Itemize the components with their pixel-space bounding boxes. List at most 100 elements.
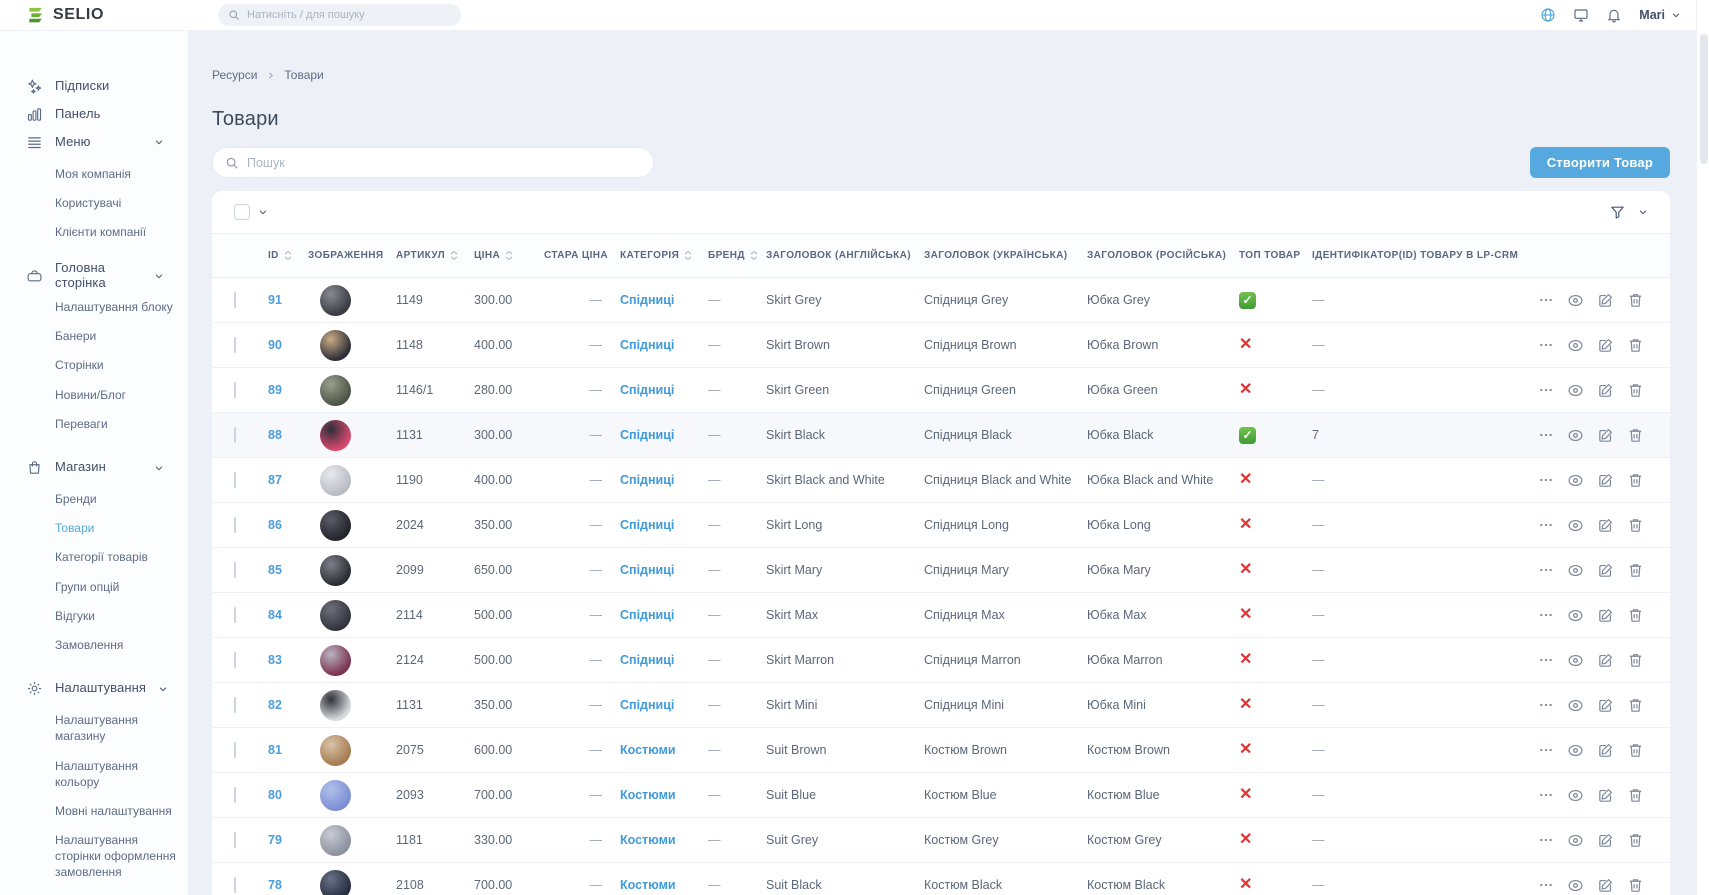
product-image[interactable] [320,419,351,451]
product-id-link[interactable]: 87 [268,473,282,487]
product-image[interactable] [320,464,351,496]
sidebar-subitem[interactable]: Налаштування блоку [55,300,173,315]
sidebar-item[interactable]: Налаштування [26,674,178,704]
view-icon[interactable] [1567,292,1584,309]
product-image[interactable] [320,374,351,406]
product-category-link[interactable]: Спідниці [620,428,675,442]
product-image[interactable] [320,644,351,676]
select-all-checkbox[interactable] [234,204,250,220]
product-image[interactable] [320,284,351,316]
sort-icon[interactable] [750,250,758,261]
view-icon[interactable] [1567,382,1584,399]
sidebar-subitem[interactable]: Відгуки [55,608,96,623]
scrollbar-thumb[interactable] [1699,34,1708,164]
more-actions-icon[interactable] [1538,292,1554,308]
more-actions-icon[interactable] [1538,652,1554,668]
sidebar-subitem[interactable]: Бренди [55,492,97,506]
product-category-link[interactable]: Спідниці [620,563,675,577]
delete-icon[interactable] [1627,562,1644,579]
sidebar-subitem[interactable]: Налаштування кольору [55,758,138,789]
products-search-input[interactable] [247,155,641,170]
edit-icon[interactable] [1597,877,1614,894]
row-checkbox[interactable] [234,472,236,488]
app-logo[interactable]: SELIO [26,5,186,25]
delete-icon[interactable] [1627,787,1644,804]
view-icon[interactable] [1567,787,1584,804]
sidebar-item[interactable]: Панель [26,99,178,129]
sidebar-subitem[interactable]: Новини/Блог [55,387,127,402]
product-image[interactable] [320,869,351,895]
chevron-down-icon[interactable] [1638,207,1648,217]
view-icon[interactable] [1567,742,1584,759]
more-actions-icon[interactable] [1538,742,1554,758]
sidebar-subitem[interactable]: Моя компанія [55,166,131,181]
row-checkbox[interactable] [234,517,236,533]
view-icon[interactable] [1567,652,1584,669]
more-actions-icon[interactable] [1538,877,1554,893]
row-checkbox[interactable] [234,697,236,713]
product-category-link[interactable]: Спідниці [620,608,675,622]
sidebar-subitem[interactable]: Налаштування магазину [55,713,138,744]
chevron-down-icon[interactable] [258,207,268,217]
row-checkbox[interactable] [234,742,236,758]
view-icon[interactable] [1567,607,1584,624]
more-actions-icon[interactable] [1538,607,1554,623]
edit-icon[interactable] [1597,787,1614,804]
product-category-link[interactable]: Костюми [620,833,676,847]
product-image[interactable] [320,599,351,631]
view-icon[interactable] [1567,337,1584,354]
edit-icon[interactable] [1597,607,1614,624]
delete-icon[interactable] [1627,742,1644,759]
edit-icon[interactable] [1597,697,1614,714]
global-search[interactable] [218,4,461,26]
breadcrumb-resources[interactable]: Ресурси [212,68,258,82]
sidebar-subitem[interactable]: Налаштування сторінки оформлення замовле… [55,833,176,880]
sort-icon[interactable] [450,250,458,261]
edit-icon[interactable] [1597,742,1614,759]
breadcrumb-products[interactable]: Товари [284,68,324,82]
edit-icon[interactable] [1597,652,1614,669]
row-checkbox[interactable] [234,787,236,803]
more-actions-icon[interactable] [1538,517,1554,533]
edit-icon[interactable] [1597,472,1614,489]
more-actions-icon[interactable] [1538,697,1554,713]
delete-icon[interactable] [1627,517,1644,534]
product-category-link[interactable]: Спідниці [620,293,675,307]
product-image[interactable] [320,779,351,811]
view-icon[interactable] [1567,472,1584,489]
row-checkbox[interactable] [234,652,236,668]
product-category-link[interactable]: Спідниці [620,383,675,397]
product-id-link[interactable]: 84 [268,608,282,622]
more-actions-icon[interactable] [1538,787,1554,803]
row-checkbox[interactable] [234,877,236,893]
row-checkbox[interactable] [234,832,236,848]
product-category-link[interactable]: Спідниці [620,473,675,487]
product-image[interactable] [320,824,351,856]
sidebar-subitem[interactable]: Мовні налаштування [55,803,172,818]
delete-icon[interactable] [1627,472,1644,489]
sort-icon[interactable] [684,250,692,261]
edit-icon[interactable] [1597,382,1614,399]
edit-icon[interactable] [1597,337,1614,354]
sidebar-subitem[interactable]: Категорії товарів [55,550,148,565]
column-header[interactable]: АРТИКУЛ [392,233,470,278]
more-actions-icon[interactable] [1538,562,1554,578]
delete-icon[interactable] [1627,337,1644,354]
scrollbar[interactable] [1696,0,1709,895]
product-id-link[interactable]: 79 [268,833,282,847]
bell-icon[interactable] [1606,7,1622,23]
product-id-link[interactable]: 83 [268,653,282,667]
product-id-link[interactable]: 89 [268,383,282,397]
globe-icon[interactable] [1540,7,1556,23]
create-product-button[interactable]: Створити Товар [1529,147,1670,178]
column-header[interactable]: БРЕНД [704,233,762,278]
delete-icon[interactable] [1627,877,1644,894]
view-icon[interactable] [1567,517,1584,534]
edit-icon[interactable] [1597,427,1614,444]
column-header[interactable]: ID [264,233,304,278]
delete-icon[interactable] [1627,652,1644,669]
row-checkbox[interactable] [234,607,236,623]
sidebar-item[interactable]: Головна сторінка [26,261,178,291]
sidebar-subitem[interactable]: Сторінки [55,358,104,373]
column-header[interactable]: ЦІНА [470,233,540,278]
